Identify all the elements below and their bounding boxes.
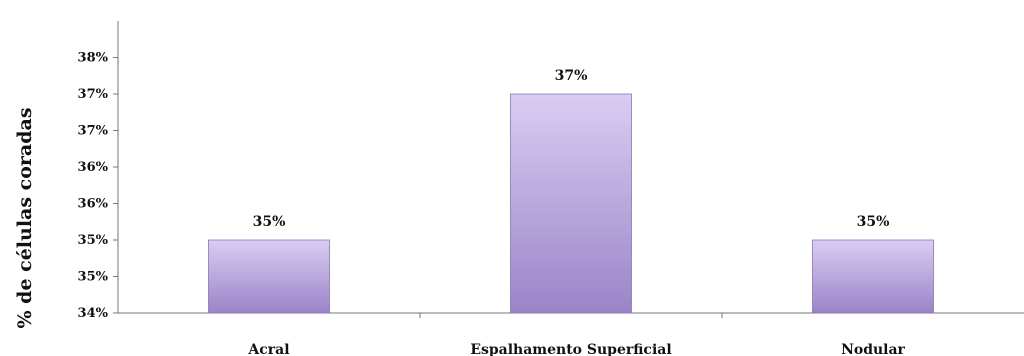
y-axis-title: % de células coradas [14, 107, 36, 328]
y-tick-label: 37% [78, 124, 109, 139]
x-category-label: Espalhamento Superficial [470, 342, 671, 356]
y-tick-label: 35% [78, 270, 109, 285]
y-tick-label: 35% [78, 233, 109, 248]
y-tick-label: 36% [78, 197, 109, 212]
labels: 35% Acral 37% Espalhamento Superficial 35% No… [247, 68, 905, 356]
y-tick-label: 36% [78, 160, 109, 175]
data-label: 35% [857, 214, 890, 230]
x-category-label: Acral [247, 342, 289, 356]
y-tick-label: 38% [78, 51, 109, 66]
x-category-label: Nodular [841, 342, 905, 356]
bar [510, 93, 632, 314]
y-tick-label: 34% [78, 306, 109, 321]
bars [208, 93, 934, 314]
y-tick-label: 37% [78, 87, 109, 102]
data-label: 37% [555, 68, 588, 84]
bar [208, 239, 330, 314]
bar [812, 239, 934, 314]
data-label: 35% [253, 214, 286, 230]
